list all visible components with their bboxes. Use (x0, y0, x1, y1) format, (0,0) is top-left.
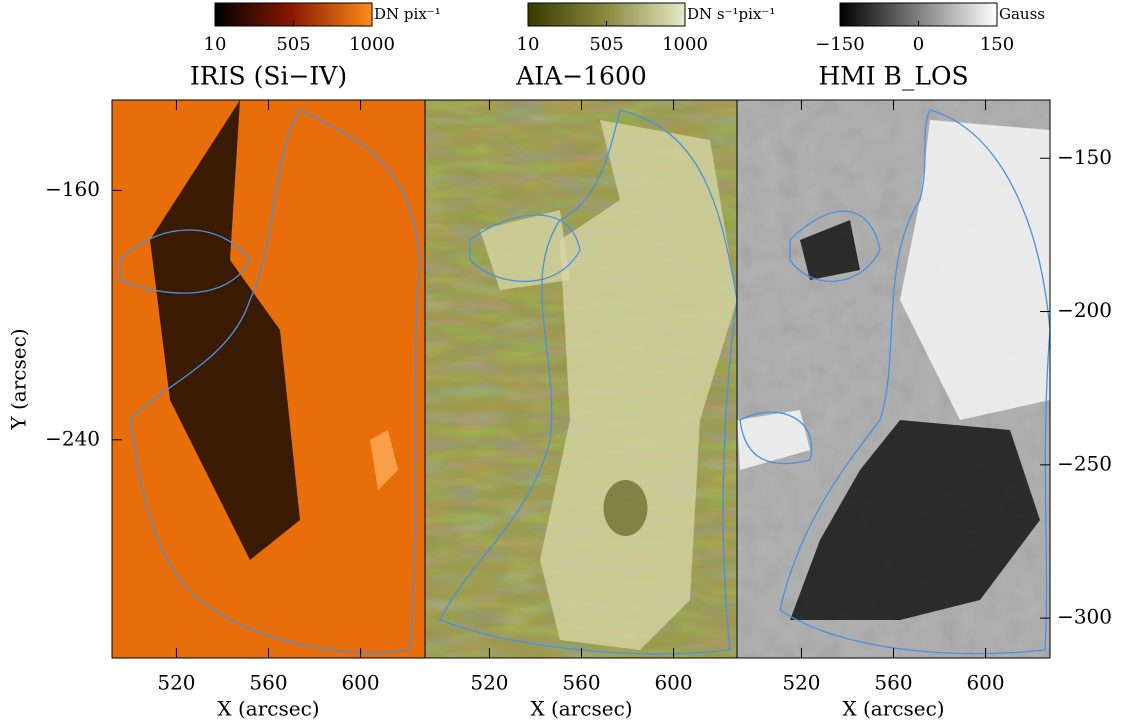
x-tick-label: 600 (341, 671, 379, 695)
colorbar-tick-label: 1000 (662, 34, 708, 55)
colorbar-tick-label: 10 (204, 34, 227, 55)
x-tick-label: 560 (874, 671, 912, 695)
x-tick-label: 520 (470, 671, 508, 695)
colorbar-label: Gauss (999, 5, 1045, 23)
x-tick-label: 520 (782, 671, 820, 695)
colorbar-tick-label: 150 (980, 34, 1014, 55)
panel: AIA−1600 X (arcsec) 520 560 600 DN s⁻¹pix⁻¹ 10… (425, 3, 775, 721)
y-tick-label: −300 (1057, 605, 1112, 629)
panel: HMI B_LOS X (arcsec) 520 560 600 −150 −200 −250… (737, 3, 1112, 721)
y-tick-label: −200 (1057, 298, 1112, 322)
x-axis-label: X (arcsec) (530, 697, 632, 721)
colorbar-tick-label: −150 (815, 34, 864, 55)
y-tick-label: −250 (1057, 451, 1112, 475)
y-tick-label: −160 (45, 177, 100, 201)
colorbar-tick-label: 505 (276, 34, 310, 55)
y-axis-label: Y (arcsec) (7, 328, 31, 430)
panel-title: AIA−1600 (515, 62, 647, 91)
colorbar-tick-label: 505 (589, 34, 623, 55)
x-tick-label: 600 (654, 671, 692, 695)
colorbar-label: DN pix⁻¹ (374, 5, 441, 23)
x-axis-label: X (arcsec) (842, 697, 944, 721)
panel-title: HMI B_LOS (818, 62, 968, 91)
x-axis-label: X (arcsec) (217, 697, 319, 721)
panel-title: IRIS (Si−IV) (190, 62, 347, 91)
y-tick-label: −240 (45, 426, 100, 450)
panels: IRIS (Si−IV) X (arcsec) 520 560 600 −160 −240 Y… (7, 3, 1113, 721)
colorbar-tick-label: 1000 (349, 34, 395, 55)
y-tick-label: −150 (1057, 145, 1112, 169)
x-tick-label: 560 (249, 671, 287, 695)
image-feature (604, 480, 648, 536)
colorbar-label: DN s⁻¹pix⁻¹ (687, 5, 775, 23)
x-tick-label: 600 (966, 671, 1004, 695)
figure: IRIS (Si−IV) X (arcsec) 520 560 600 −160 −240 Y… (0, 0, 1125, 727)
colorbar-tick-label: 0 (913, 34, 924, 55)
x-tick-label: 560 (562, 671, 600, 695)
panel: IRIS (Si−IV) X (arcsec) 520 560 600 −160 −240 Y… (7, 3, 441, 721)
x-tick-label: 520 (157, 671, 195, 695)
colorbar-tick-label: 10 (517, 34, 540, 55)
